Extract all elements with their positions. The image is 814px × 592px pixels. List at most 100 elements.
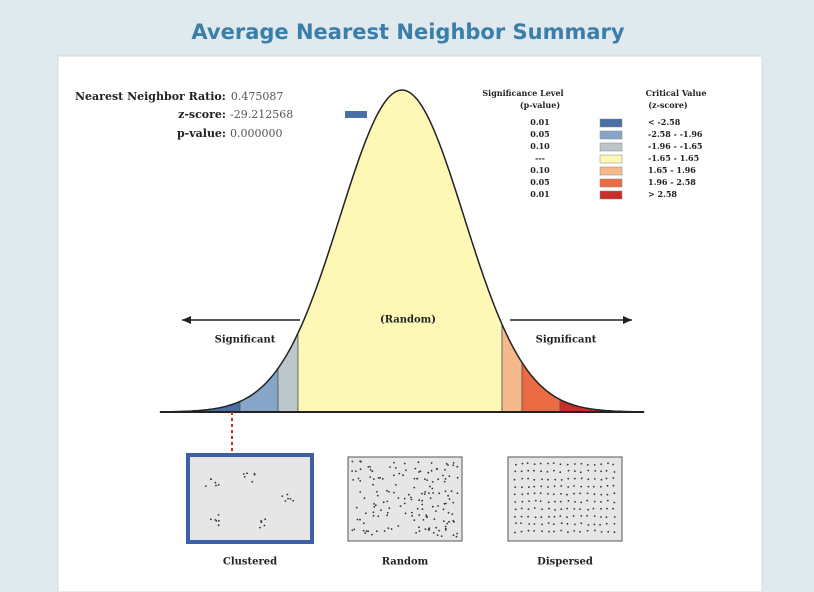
legend-p: 0.05 (530, 177, 549, 187)
pattern-point (560, 530, 562, 532)
pattern-point (594, 501, 596, 503)
pattern-point (438, 530, 440, 532)
pattern-point (260, 521, 262, 523)
legend-p: --- (535, 153, 545, 163)
z-marker (345, 111, 367, 118)
pattern-point (574, 501, 576, 503)
pattern-point (384, 530, 386, 532)
pattern-point (414, 468, 416, 470)
pattern-point (568, 500, 570, 502)
pattern-point (566, 494, 568, 496)
pattern-point (579, 493, 581, 495)
pattern-point (554, 516, 556, 518)
pattern-point (535, 500, 537, 502)
pattern-point (424, 478, 426, 480)
pattern-point (434, 518, 436, 520)
pattern-point (521, 516, 523, 518)
pattern-point (528, 523, 530, 525)
pattern-point (420, 470, 422, 472)
pattern-point (521, 470, 523, 472)
pattern-point (423, 519, 425, 521)
pattern-point (254, 474, 256, 476)
pattern-point (421, 493, 423, 495)
pattern-point (372, 484, 374, 486)
pattern-point (377, 495, 379, 497)
pattern-point (580, 502, 582, 504)
pattern-point (547, 471, 549, 473)
pattern-point (264, 525, 266, 527)
pattern-point (594, 493, 596, 495)
pattern-point (568, 470, 570, 472)
pattern-box (188, 455, 312, 542)
pattern-point (560, 485, 562, 487)
pattern-point (593, 508, 595, 510)
legend-p: 0.10 (530, 141, 550, 151)
pattern-point (567, 464, 569, 466)
pattern-point (359, 480, 361, 482)
pattern-point (521, 493, 523, 495)
pattern-point (373, 511, 375, 513)
pattern-point (587, 493, 589, 495)
pattern-point (514, 486, 516, 488)
stat-label: Nearest Neighbor Ratio: (75, 90, 226, 103)
legend-z: -2.58 - -1.96 (648, 129, 703, 139)
legend-z: > 2.58 (648, 189, 677, 199)
pattern-point (366, 530, 368, 532)
pattern-point (533, 486, 535, 488)
pattern-point (547, 463, 549, 465)
stat-value: -29.212568 (230, 108, 293, 121)
pattern-point (574, 470, 576, 472)
pattern-point (418, 499, 420, 501)
pattern-point (593, 486, 595, 488)
pattern-point (613, 485, 615, 487)
pattern-point (561, 522, 563, 524)
pattern-point (547, 493, 549, 495)
pattern-point (580, 471, 582, 473)
pattern-point (387, 512, 389, 514)
pattern-point (393, 474, 395, 476)
pattern-point (447, 464, 449, 466)
legend-header: Significance Level (482, 88, 563, 98)
pattern-point (588, 486, 590, 488)
pattern-point (540, 463, 542, 465)
pattern-point (553, 493, 555, 495)
pattern-point (426, 479, 428, 481)
legend-z: -1.96 - -1.65 (648, 141, 703, 151)
pattern-point (540, 485, 542, 487)
pattern-point (404, 498, 406, 500)
pattern-point (428, 527, 430, 529)
pattern-point (428, 529, 430, 531)
legend-swatch (600, 131, 622, 139)
pattern-point (554, 509, 556, 511)
pattern-point (553, 462, 555, 464)
pattern-point (441, 535, 443, 537)
pattern-point (580, 515, 582, 517)
pattern-point (541, 508, 543, 510)
pattern-point (527, 478, 529, 480)
pattern-point (594, 524, 596, 526)
pattern-point (559, 471, 561, 473)
pattern-point (614, 502, 616, 504)
pattern-point (574, 463, 576, 465)
pattern-point (287, 498, 289, 500)
pattern-point (427, 472, 429, 474)
pattern-point (376, 491, 378, 493)
pattern-point (534, 492, 536, 494)
pattern-point (373, 478, 375, 480)
pattern-point (567, 478, 569, 480)
pattern-point (431, 488, 433, 490)
pattern-point (417, 508, 419, 510)
pattern-point (285, 500, 287, 502)
pattern-point (430, 497, 432, 499)
pattern-point (514, 493, 516, 495)
legend-p: 0.01 (530, 117, 549, 127)
pattern-point (548, 531, 550, 533)
pattern-point (601, 531, 603, 533)
pattern-point (404, 503, 406, 505)
legend-header: (z-score) (648, 100, 688, 110)
pattern-point (581, 463, 583, 465)
pattern-point (600, 508, 602, 510)
pattern-point (587, 478, 589, 480)
legend-p: 0.10 (530, 165, 550, 175)
pattern-point (559, 515, 561, 517)
